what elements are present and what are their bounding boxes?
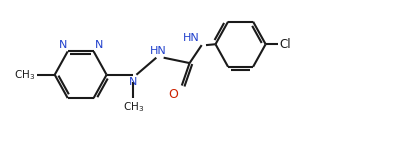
Text: CH$_3$: CH$_3$: [14, 68, 35, 82]
Text: O: O: [169, 88, 178, 101]
Text: N: N: [94, 40, 103, 50]
Text: N: N: [59, 40, 67, 50]
Text: CH$_3$: CH$_3$: [123, 100, 144, 114]
Text: HN: HN: [183, 33, 200, 43]
Text: Cl: Cl: [279, 38, 291, 51]
Text: HN: HN: [150, 46, 167, 56]
Text: N: N: [129, 77, 138, 87]
